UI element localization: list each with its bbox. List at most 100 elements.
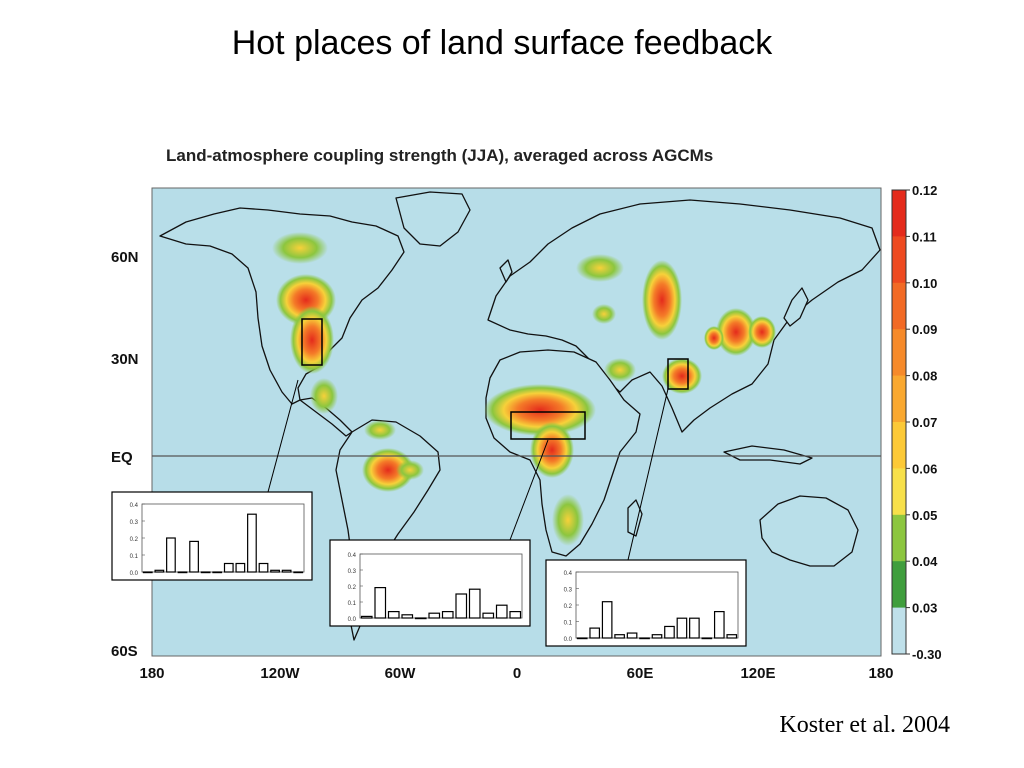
inset-bar [200, 571, 211, 574]
colorbar-tick-label: 0.04 [912, 554, 938, 569]
region-box-india [667, 358, 689, 390]
colorbar-tick-label: -0.30 [912, 647, 942, 662]
colorbar-segment [892, 236, 906, 284]
colorbar-tick-label: 0.05 [912, 508, 937, 523]
inset-ytick-label: 0.4 [348, 553, 357, 559]
lat-label: 60N [111, 249, 139, 266]
inset-bar [601, 601, 613, 639]
inset-bar [360, 615, 373, 619]
inset-chart-sahel: 0.4 0.3 0.2 0.1 0.0 [329, 539, 531, 627]
inset-bar [293, 571, 304, 574]
colorbar-tick-label: 0.03 [912, 601, 937, 616]
colorbar-segment [892, 422, 906, 469]
lon-label: 60W [385, 665, 417, 682]
inset-ytick-label: 0.0 [348, 617, 357, 623]
inset-bar [701, 637, 713, 640]
inset-ytick-label: 0.2 [564, 604, 573, 610]
pointer-line-sahel [509, 439, 549, 541]
inset-bar [281, 569, 292, 573]
inset-ytick-label: 0.1 [130, 554, 139, 560]
inset-ytick-label: 0.2 [348, 585, 357, 591]
pointer-line-india [627, 388, 669, 561]
inset-bar [401, 614, 414, 619]
continent-greenland [395, 191, 471, 247]
inset-bar [441, 610, 454, 619]
continent-australia [759, 495, 859, 567]
inset-bar [154, 569, 165, 573]
inset-bar [258, 562, 269, 573]
colorbar-tick-label: 0.12 [912, 183, 937, 198]
inset-bar [676, 617, 688, 639]
island-uk [499, 259, 513, 283]
lon-label: 120E [740, 665, 775, 682]
island-indonesia [723, 445, 813, 465]
inset-bar [626, 632, 638, 639]
colorbar-segment [892, 329, 906, 377]
colorbar-segment [892, 468, 906, 516]
inset-bar [651, 634, 663, 639]
lat-label: 30N [111, 351, 139, 368]
colorbar-tick-label: 0.06 [912, 461, 937, 476]
inset-bar [414, 617, 427, 620]
inset-bar [223, 562, 234, 573]
colorbar: 0.12 0.11 0.10 0.09 0.08 0.07 0.06 0.05 0.04 0.03… [891, 183, 942, 662]
inset-bar [495, 604, 508, 619]
inset-bar [270, 569, 280, 573]
lat-label: 60S [111, 643, 138, 660]
inset-ytick-label: 0.1 [564, 621, 573, 627]
colorbar-tick-label: 0.11 [912, 229, 937, 244]
colorbar-segment [892, 607, 906, 655]
lon-label: 180 [868, 665, 893, 682]
island-madagascar [627, 499, 643, 537]
inset-ytick-label: 0.4 [130, 503, 139, 509]
inset-bar [713, 610, 725, 639]
inset-bar [639, 637, 650, 640]
citation: Koster et al. 2004 [779, 712, 950, 738]
colorbar-tick-label: 0.08 [912, 369, 937, 384]
inset-bar [689, 617, 700, 639]
slide-title: Hot places of land surface feedback [231, 24, 773, 62]
lat-label: EQ [111, 449, 133, 466]
inset-bar [374, 586, 387, 619]
inset-bar [387, 610, 400, 619]
inset-frame [111, 491, 313, 581]
inset-ytick-label: 0.1 [348, 601, 357, 607]
pointer-line-great-plains [267, 379, 299, 493]
inset-frame [545, 559, 747, 647]
inset-ytick-label: 0.3 [564, 588, 573, 594]
island-japan [783, 287, 809, 327]
lon-label: 180 [139, 665, 164, 682]
inset-ytick-label: 0.2 [130, 537, 139, 543]
lon-label: 0 [513, 665, 521, 682]
inset-ytick-label: 0.0 [564, 637, 573, 643]
inset-chart-india: 0.4 0.3 0.2 0.1 0.0 [545, 559, 747, 647]
region-box-great-plains [301, 318, 323, 366]
inset-bar [177, 571, 188, 574]
inset-bar [509, 610, 522, 619]
inset-bar [142, 571, 153, 574]
inset-bar [212, 571, 223, 574]
inset-chart-great-plains: 0.4 0.3 0.2 0.1 0.0 [111, 491, 313, 581]
colorbar-segment [892, 561, 906, 609]
inset-ytick-label: 0.0 [130, 571, 139, 577]
inset-bar [576, 637, 588, 640]
inset-ytick-label: 0.3 [130, 520, 139, 526]
colorbar-tick-label: 0.09 [912, 322, 937, 337]
colorbar-segment [892, 375, 906, 423]
inset-bar [247, 513, 257, 573]
colorbar-segment [892, 514, 906, 562]
inset-bar [455, 593, 468, 619]
inset-bar [189, 540, 199, 573]
inset-bar [428, 612, 441, 619]
inset-ytick-label: 0.4 [564, 571, 573, 577]
inset-ytick-label: 0.3 [348, 569, 357, 575]
lon-label: 60E [627, 665, 654, 682]
lon-label: 120W [260, 665, 300, 682]
region-box-sahel [510, 411, 586, 440]
colorbar-tick-label: 0.07 [912, 415, 937, 430]
inset-bar [614, 634, 625, 639]
colorbar-segment [892, 282, 906, 330]
coupling-hotspots [272, 232, 776, 546]
colorbar-tick-label: 0.10 [912, 276, 937, 291]
colorbar-segment [892, 190, 906, 237]
